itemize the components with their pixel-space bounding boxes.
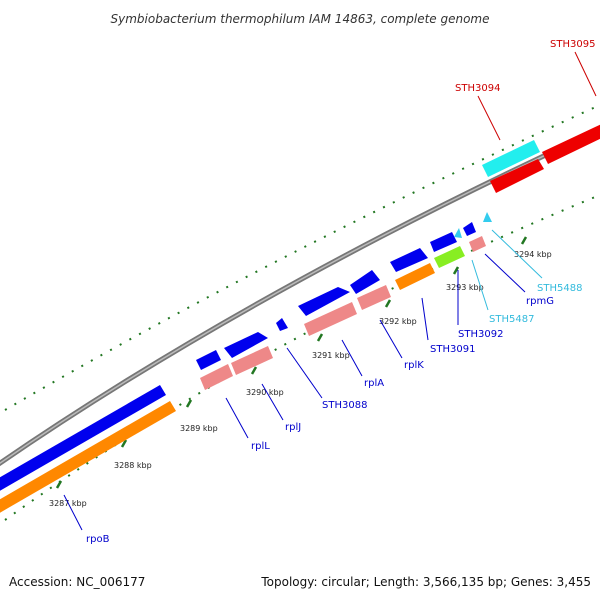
STH3095-red	[542, 124, 600, 164]
map-title: Symbiobacterium thermophilum IAM 14863, …	[111, 12, 490, 26]
rplA-gene	[304, 302, 357, 336]
genome-summary-text: Topology: circular; Length: 3,566,135 bp…	[260, 575, 591, 589]
rplK-cds	[350, 270, 380, 294]
rplL-connector	[225, 397, 249, 439]
rplA-cds	[298, 287, 350, 316]
rpmG-connector	[484, 253, 526, 293]
rplL-gene	[200, 364, 233, 390]
cds-features	[196, 222, 476, 370]
STH5488-marker	[483, 212, 492, 222]
major-ticks	[55, 236, 528, 489]
gene-label-STH3091: STH3091	[430, 344, 475, 355]
gene-label-STH3094: STH3094	[455, 83, 500, 94]
gene-labels: rpoB rplL rplJ STH3088 rplA rplK STH3091…	[86, 39, 595, 545]
scale-label: 3288 kbp	[114, 461, 152, 470]
STH3095-connector	[574, 51, 597, 97]
STH3092-cds	[430, 232, 457, 252]
STH5488-connector	[491, 229, 543, 279]
STH5487-marker	[454, 228, 462, 238]
rpoB-connector	[63, 494, 83, 531]
rplL-cds	[196, 350, 221, 370]
gene-label-STH3088: STH3088	[322, 400, 367, 411]
rpmG-gene	[469, 236, 486, 252]
rplK-connector	[379, 319, 403, 359]
lower-tick-track	[4, 194, 600, 521]
STH5487-connector	[471, 259, 489, 311]
upper-tick-track	[4, 104, 600, 411]
rplA-connector	[341, 339, 363, 377]
gene-label-rplL: rplL	[251, 441, 270, 452]
STH3094-connector	[477, 95, 501, 141]
STH3091-cds	[390, 248, 428, 272]
scale-label: 3290 kbp	[246, 388, 284, 397]
scale-label: 3294 kbp	[514, 250, 552, 259]
gene-label-rpoB: rpoB	[86, 534, 110, 545]
accession-text: Accession: NC_006177	[9, 575, 145, 589]
rplK-gene	[357, 285, 391, 310]
STH3092-green	[434, 246, 465, 268]
scale-label: 3292 kbp	[379, 317, 417, 326]
rpmG-cds	[463, 222, 476, 236]
gene-label-rpmG: rpmG	[526, 296, 554, 307]
gene-label-rplK: rplK	[404, 360, 424, 371]
label-connectors	[63, 51, 597, 531]
STH3088-cds	[276, 318, 288, 331]
scale-label: 3289 kbp	[180, 424, 218, 433]
gene-label-STH5488: STH5488	[537, 283, 582, 294]
gene-label-STH3095: STH3095	[550, 39, 595, 50]
gene-label-STH5487: STH5487	[489, 314, 534, 325]
STH3094-red	[490, 159, 544, 193]
gene-label-rplJ: rplJ	[285, 422, 301, 433]
gene-features	[200, 236, 486, 390]
scale-label: 3293 kbp	[446, 283, 484, 292]
rplJ-cds	[224, 332, 268, 358]
scale-label: 3291 kbp	[312, 351, 350, 360]
rpoB-cds-bar	[0, 385, 166, 491]
gene-label-rplA: rplA	[364, 378, 384, 389]
STH3094-cyan	[482, 140, 540, 177]
STH3091-orange	[395, 263, 435, 290]
rpoB-gene-bar	[0, 401, 176, 513]
scale-labels: 3287 kbp 3288 kbp 3289 kbp 3290 kbp 3291…	[49, 250, 552, 508]
STH3088-connector	[286, 347, 323, 399]
STH3091-connector	[421, 297, 429, 341]
gene-label-STH3092: STH3092	[458, 329, 503, 340]
rplJ-connector	[261, 383, 284, 421]
rplJ-gene	[231, 346, 273, 375]
